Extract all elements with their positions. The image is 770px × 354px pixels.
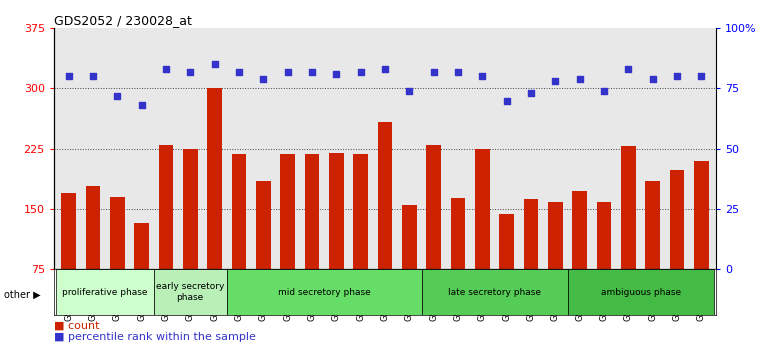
Bar [621,146,636,269]
Text: ■ count: ■ count [54,321,99,331]
Point [427,69,440,74]
Bar [280,154,295,269]
Point [184,69,196,74]
Bar [134,223,149,269]
Point [403,88,416,94]
Bar [450,199,465,269]
Bar [421,269,567,315]
Point [598,88,611,94]
Bar [110,197,125,269]
Bar [572,191,587,269]
Bar [353,154,368,269]
Bar [427,145,441,269]
Point [452,69,464,74]
Bar [226,269,421,315]
Point [500,98,513,103]
Point [671,74,683,79]
Point [136,103,148,108]
Bar [597,202,611,269]
Bar [548,202,563,269]
Bar [645,181,660,269]
Point [647,76,659,82]
Bar [56,269,154,315]
Text: proliferative phase: proliferative phase [62,287,148,297]
Point [233,69,245,74]
Bar [159,145,173,269]
Text: ■ percentile rank within the sample: ■ percentile rank within the sample [54,332,256,342]
Bar [329,153,343,269]
Point [549,79,561,84]
Text: mid secretory phase: mid secretory phase [278,287,370,297]
Point [306,69,318,74]
Bar [524,199,538,269]
Bar [183,149,198,269]
Point [476,74,488,79]
Point [62,74,75,79]
Bar [154,269,226,315]
Text: ambiguous phase: ambiguous phase [601,287,681,297]
Bar [305,154,320,269]
Point [209,62,221,67]
Bar [670,170,685,269]
Text: early secretory
phase: early secretory phase [156,282,224,302]
Bar [378,122,392,269]
Text: other ▶: other ▶ [4,289,41,299]
Bar [232,154,246,269]
Point [282,69,294,74]
Bar [256,181,270,269]
Bar [567,269,714,315]
Bar [402,205,417,269]
Bar [500,215,514,269]
Point [257,76,270,82]
Bar [85,187,100,269]
Point [379,67,391,72]
Bar [695,161,709,269]
Point [354,69,367,74]
Point [159,67,172,72]
Point [111,93,123,98]
Point [574,76,586,82]
Point [622,67,634,72]
Bar [207,88,222,269]
Bar [475,149,490,269]
Text: GDS2052 / 230028_at: GDS2052 / 230028_at [54,14,192,27]
Bar [61,193,75,269]
Point [525,91,537,96]
Point [695,74,708,79]
Point [330,71,343,77]
Text: late secretory phase: late secretory phase [448,287,541,297]
Point [87,74,99,79]
